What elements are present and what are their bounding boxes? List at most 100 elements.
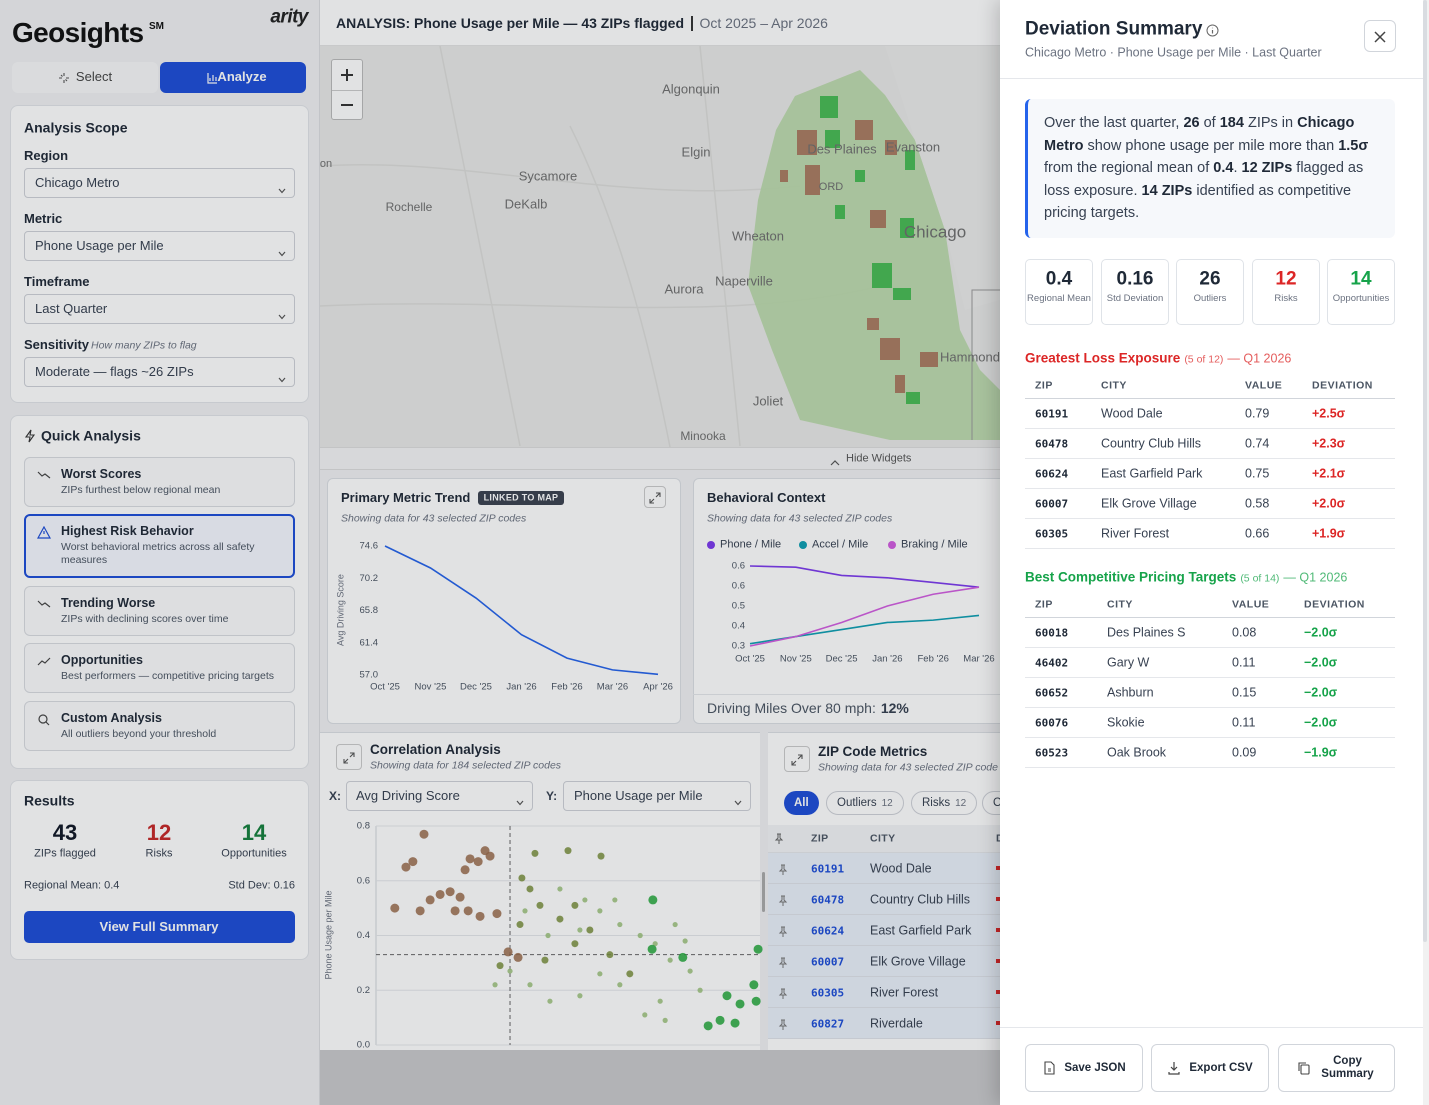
y-tick-label: 74.6 — [360, 541, 379, 552]
table-row[interactable] — [1025, 618, 1395, 648]
stat-card — [1252, 259, 1320, 325]
icon-part — [1206, 24, 1219, 37]
value: 0.74 — [1245, 436, 1270, 451]
close-button[interactable] — [1364, 20, 1396, 52]
scatter-point — [735, 999, 745, 1009]
select-caret — [278, 370, 286, 383]
icon-part — [278, 188, 286, 194]
icon-part — [1044, 1061, 1055, 1075]
table-row[interactable] — [1025, 519, 1395, 549]
icon-part — [1206, 24, 1219, 37]
stat-card — [1025, 259, 1093, 325]
scatter-point — [571, 901, 579, 909]
select[interactable] — [24, 168, 295, 198]
icon-part — [278, 251, 286, 257]
icon-part — [37, 600, 51, 608]
zip-code: 60652 — [1035, 686, 1069, 700]
table-row[interactable] — [768, 884, 1018, 915]
select[interactable] — [563, 781, 751, 811]
y-axis-label: Avg Driving Score — [335, 574, 345, 646]
scatter-point — [662, 1017, 668, 1023]
icon-part — [734, 800, 742, 806]
x-tick-label: Mar '26 — [963, 654, 994, 665]
table-row[interactable] — [768, 1008, 1018, 1039]
filter-pill[interactable]: Outliers 12 — [826, 791, 904, 815]
field-label: Metric — [24, 211, 63, 227]
icon-part — [45, 721, 50, 726]
table-row[interactable] — [768, 946, 1018, 977]
table-row[interactable] — [1025, 459, 1395, 489]
action-button[interactable]: Save JSON — [1025, 1044, 1143, 1092]
expand-button[interactable] — [336, 744, 362, 770]
scatter-point — [556, 915, 564, 923]
icon-part — [778, 1019, 788, 1030]
scatter-point — [751, 996, 761, 1006]
filter-pill[interactable]: Risks 12 — [911, 791, 978, 815]
x-tick-label: Apr '26 — [643, 682, 673, 693]
mean-label: Regional Mean: 0.4 — [24, 879, 120, 892]
y-tick-label: 0.0 — [357, 1040, 370, 1051]
card-title: Quick Analysis — [41, 427, 141, 444]
icon-part — [278, 314, 286, 320]
legend-dot — [799, 541, 807, 549]
quick-item[interactable] — [24, 586, 295, 636]
scatter-point — [516, 921, 524, 929]
select[interactable] — [24, 294, 295, 324]
action-button[interactable]: Export CSV — [1151, 1044, 1269, 1092]
icon-part — [830, 460, 840, 466]
hide-bar[interactable] — [320, 447, 1000, 470]
icon-part — [649, 492, 661, 504]
tab[interactable] — [12, 62, 158, 93]
scatter-point — [571, 940, 579, 948]
table-row[interactable] — [1025, 489, 1395, 519]
place-label: Hammond — [940, 349, 1000, 364]
table-row[interactable] — [1025, 708, 1395, 738]
select[interactable] — [346, 781, 533, 811]
scatter-point — [597, 908, 603, 914]
tab[interactable] — [160, 62, 306, 93]
table-row[interactable] — [768, 853, 1018, 884]
road — [319, 163, 801, 192]
table-row[interactable] — [768, 977, 1018, 1008]
pin-icon — [774, 832, 784, 844]
quick-item[interactable] — [24, 457, 295, 507]
table-row[interactable] — [1025, 678, 1395, 708]
table-row[interactable] — [1025, 399, 1395, 429]
action-button[interactable]: Copy Summary — [1278, 1044, 1395, 1092]
scatter-point — [545, 932, 551, 939]
column-header: D — [996, 833, 1004, 846]
section-heading: Best Competitive Pricing Targets (5 of 14… — [1025, 570, 1347, 585]
select-value: Moderate — flags ~26 ZIPs — [35, 364, 194, 380]
footer-rule — [693, 694, 1013, 695]
quick-item[interactable] — [24, 643, 295, 693]
select[interactable] — [24, 357, 295, 387]
icon-part — [37, 471, 51, 479]
scatter-point — [715, 1015, 725, 1025]
table-row[interactable] — [1025, 738, 1395, 768]
table-row[interactable] — [768, 915, 1018, 946]
filter-pill[interactable]: All — [784, 791, 819, 815]
icon-part — [1044, 1061, 1055, 1075]
icon-part — [1374, 31, 1386, 43]
scatter-point — [507, 968, 513, 974]
summary-button[interactable] — [24, 911, 295, 943]
expand-button[interactable] — [784, 746, 810, 772]
stat-value: 14 — [241, 819, 267, 845]
scatter-point — [637, 932, 643, 939]
summary-text: Over the last quarter, 26 of 184 ZIPs in… — [1044, 112, 1380, 225]
place-label: Minooka — [680, 429, 726, 443]
place-label: ORD — [819, 181, 844, 193]
scatter-point — [722, 991, 732, 1001]
select[interactable] — [24, 231, 295, 261]
boundary — [971, 289, 1000, 440]
value: 0.08 — [1232, 625, 1257, 640]
zip-code: 60191 — [1035, 407, 1069, 421]
select-caret — [278, 307, 286, 320]
table-row[interactable] — [1025, 648, 1395, 678]
button-label: Save JSON — [1064, 1062, 1126, 1074]
table-row[interactable] — [1025, 429, 1395, 459]
quick-item[interactable] — [24, 701, 295, 751]
quick-item[interactable] — [24, 514, 295, 578]
stat-label: Opportunities — [1332, 293, 1390, 304]
